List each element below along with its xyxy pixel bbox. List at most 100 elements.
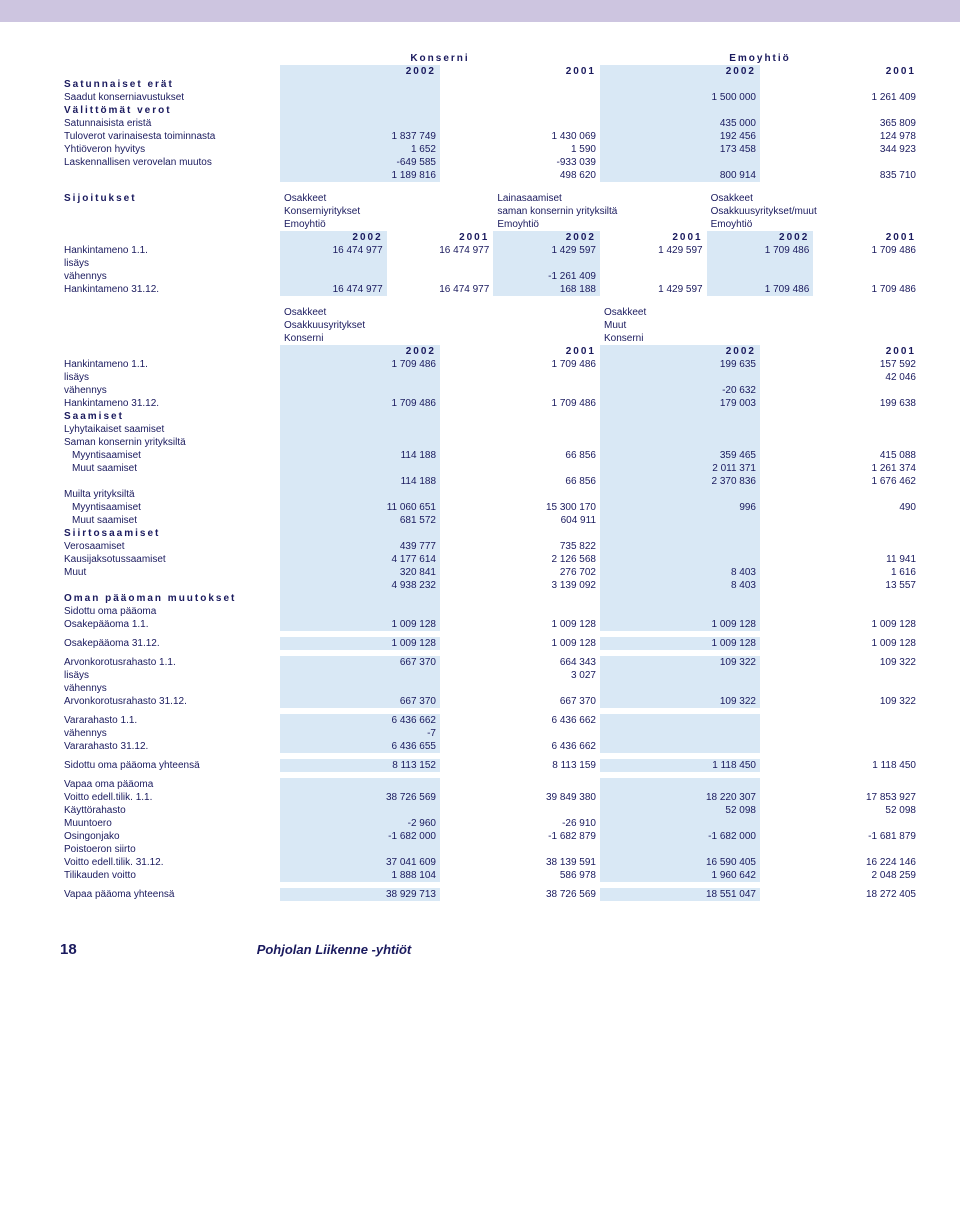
cell: 3 139 092: [440, 579, 600, 592]
subhead: Konserni: [280, 332, 600, 345]
cell: 39 849 380: [440, 791, 600, 804]
cell: 667 370: [440, 695, 600, 708]
subhead: Osakkuusyritykset: [280, 319, 600, 332]
cell: 667 370: [280, 656, 440, 669]
cell: 1 709 486: [707, 283, 814, 296]
row-label: vähennys: [60, 270, 280, 283]
cell: 435 000: [600, 117, 760, 130]
row-label: Poistoeron siirto: [60, 843, 280, 856]
row-label: Muuntoero: [60, 817, 280, 830]
cell: 2 048 259: [760, 869, 920, 882]
cell: 415 088: [760, 449, 920, 462]
cell: -26 910: [440, 817, 600, 830]
cell: 586 978: [440, 869, 600, 882]
cell: 3 027: [440, 669, 600, 682]
row-label: Muut saamiset: [60, 514, 280, 527]
section-title: Siirtosaamiset: [60, 527, 280, 540]
header-table: Konserni Emoyhtiö 2002 2001 2002 2001 Sa…: [60, 52, 920, 182]
cell: 16 590 405: [600, 856, 760, 869]
cell: 1 261 374: [760, 462, 920, 475]
row-label: vähennys: [60, 727, 280, 740]
subhead: Osakkeet: [280, 192, 493, 205]
cell: 2 126 568: [440, 553, 600, 566]
row-label: Voitto edell.tilik. 31.12.: [60, 856, 280, 869]
cell: 16 474 977: [387, 283, 494, 296]
sijoitukset-table: Sijoitukset Osakkeet Lainasaamiset Osakk…: [60, 192, 920, 296]
row-label: Muilta yrityksiltä: [60, 488, 280, 501]
cell: 1 429 597: [493, 244, 600, 257]
page-content: Konserni Emoyhtiö 2002 2001 2002 2001 Sa…: [0, 22, 960, 921]
cell: 173 458: [600, 143, 760, 156]
section-title: Sijoitukset: [60, 192, 280, 205]
cell: 1 009 128: [280, 637, 440, 650]
cell: 179 003: [600, 397, 760, 410]
row-label: Kausijaksotussaamiset: [60, 553, 280, 566]
cell: 490: [760, 501, 920, 514]
cell: 1 429 597: [600, 244, 707, 257]
cell: 199 638: [760, 397, 920, 410]
row-label: Arvonkorotusrahasto 1.1.: [60, 656, 280, 669]
year-col: 2002: [280, 231, 387, 244]
year-col: 2001: [440, 345, 600, 358]
header-konserni: Konserni: [280, 52, 600, 65]
cell: 6 436 662: [280, 714, 440, 727]
row-label: Muut: [60, 566, 280, 579]
cell: 1 118 450: [600, 759, 760, 772]
cell: 1 009 128: [760, 637, 920, 650]
cell: 37 041 609: [280, 856, 440, 869]
row-label: Myyntisaamiset: [60, 501, 280, 514]
cell: 1 616: [760, 566, 920, 579]
subhead: Konserni: [600, 332, 920, 345]
cell: 4 938 232: [280, 579, 440, 592]
cell: 42 046: [760, 371, 920, 384]
subhead: Emoyhtiö: [280, 218, 493, 231]
cell: 2 011 371: [600, 462, 760, 475]
cell: 667 370: [280, 695, 440, 708]
row-label: Vapaa pääoma yhteensä: [60, 888, 280, 901]
row-label: Sidottu oma pääoma: [60, 605, 280, 618]
subhead: Osakkuusyritykset/muut: [707, 205, 920, 218]
year-col: 2001: [760, 65, 920, 78]
cell: 8 403: [600, 566, 760, 579]
cell: 192 456: [600, 130, 760, 143]
cell: 199 635: [600, 358, 760, 371]
row-label: lisäys: [60, 669, 280, 682]
year-col: 2002: [600, 65, 760, 78]
cell: 8 113 159: [440, 759, 600, 772]
year-col: 2002: [280, 345, 440, 358]
year-col: 2001: [600, 231, 707, 244]
cell: 1 652: [280, 143, 440, 156]
cell: 1 430 069: [440, 130, 600, 143]
cell: -649 585: [280, 156, 440, 169]
row-label: Osakepääoma 1.1.: [60, 618, 280, 631]
cell: 1 009 128: [600, 637, 760, 650]
top-bar: [0, 0, 960, 22]
row-label: Käyttörahasto: [60, 804, 280, 817]
cell: 8 403: [600, 579, 760, 592]
cell: -2 960: [280, 817, 440, 830]
cell: 1 709 486: [440, 397, 600, 410]
cell: 1 429 597: [600, 283, 707, 296]
cell: 114 188: [280, 449, 440, 462]
year-col: 2002: [600, 345, 760, 358]
year-col: 2002: [280, 65, 440, 78]
cell: 1 709 486: [813, 283, 920, 296]
cell: 439 777: [280, 540, 440, 553]
cell: 15 300 170: [440, 501, 600, 514]
cell: 276 702: [440, 566, 600, 579]
cell: 114 188: [280, 475, 440, 488]
cell: 157 592: [760, 358, 920, 371]
row-label: Vararahasto 1.1.: [60, 714, 280, 727]
cell: -20 632: [600, 384, 760, 397]
cell: 38 139 591: [440, 856, 600, 869]
year-col: 2002: [493, 231, 600, 244]
cell: 320 841: [280, 566, 440, 579]
cell: 664 343: [440, 656, 600, 669]
cell: 1 960 642: [600, 869, 760, 882]
cell: 52 098: [600, 804, 760, 817]
footer: 18 Pohjolan Liikenne -yhtiöt: [0, 921, 960, 978]
cell: 604 911: [440, 514, 600, 527]
cell: 498 620: [440, 169, 600, 182]
cell: 16 474 977: [280, 283, 387, 296]
year-col: 2002: [707, 231, 814, 244]
